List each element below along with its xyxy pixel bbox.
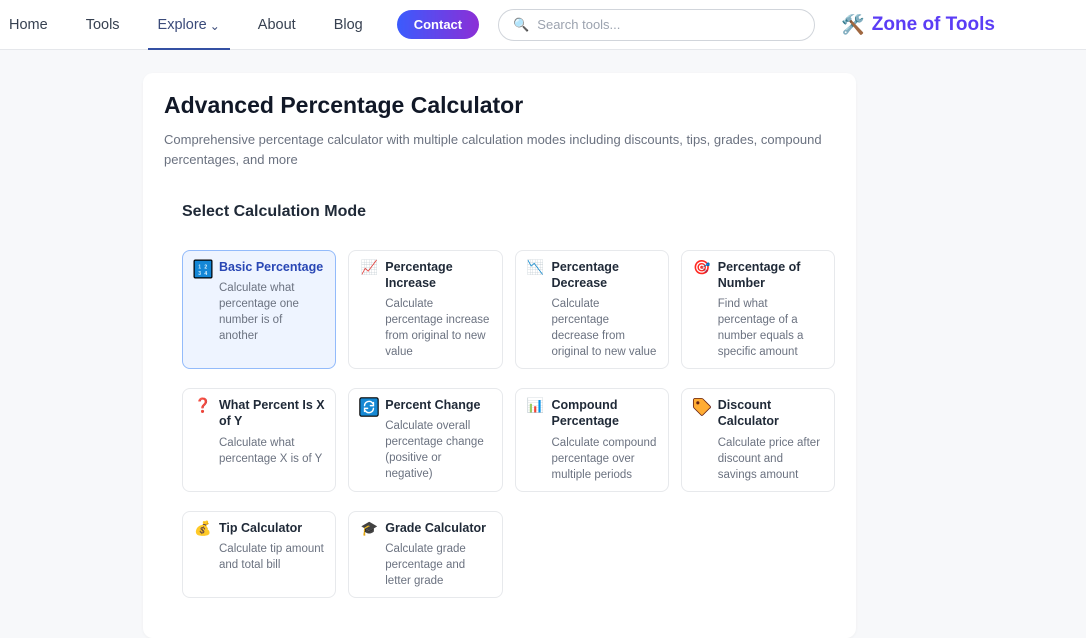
svg-text:3: 3 [198, 271, 201, 277]
svg-text:2: 2 [204, 264, 207, 270]
svg-text:1: 1 [198, 264, 201, 270]
svg-text:4: 4 [204, 271, 207, 277]
